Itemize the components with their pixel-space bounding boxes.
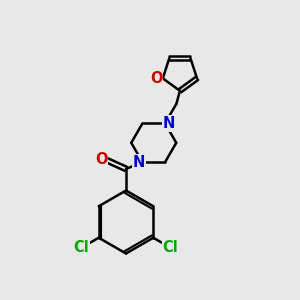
Text: Cl: Cl bbox=[74, 241, 89, 255]
Text: Cl: Cl bbox=[163, 241, 178, 255]
Text: N: N bbox=[162, 116, 175, 131]
Text: N: N bbox=[133, 155, 145, 170]
Text: O: O bbox=[150, 71, 162, 86]
Text: O: O bbox=[95, 152, 108, 166]
